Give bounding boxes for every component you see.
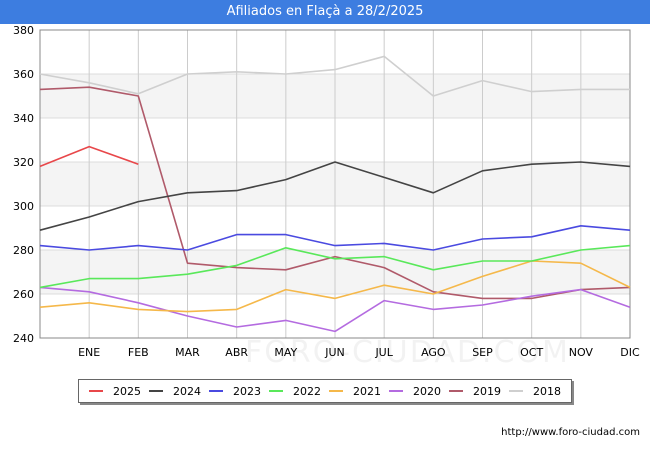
chart-title: Afiliados en Flaçà a 28/2/2025 xyxy=(0,0,650,24)
series-line-2020 xyxy=(39,286,631,333)
y-tick-label: 360 xyxy=(13,68,34,81)
x-tick-label: NOV xyxy=(569,346,594,359)
legend-swatch xyxy=(149,390,163,392)
legend-swatch xyxy=(329,390,343,392)
legend-item-2018: 2018 xyxy=(509,385,561,398)
legend-label: 2019 xyxy=(473,384,501,398)
series-line-2024 xyxy=(39,161,631,231)
y-tick-label: 300 xyxy=(13,200,34,213)
x-tick-label: DIC xyxy=(620,346,640,359)
x-tick-label: OCT xyxy=(520,346,543,359)
legend-label: 2020 xyxy=(413,384,441,398)
y-tick-label: 340 xyxy=(13,112,34,125)
series-line-2018 xyxy=(39,55,630,97)
legend-item-2021: 2021 xyxy=(329,385,381,398)
x-tick-label: JUN xyxy=(324,346,345,359)
legend-swatch xyxy=(449,390,463,392)
chart-legend: 2025 2024 2023 2022 2021 2020 2019 2018 xyxy=(78,379,572,403)
y-tick-label: 380 xyxy=(13,24,34,37)
source-url: http://www.foro-ciudad.com xyxy=(501,427,640,438)
y-tick-label: 320 xyxy=(13,156,34,169)
x-tick-label: MAR xyxy=(175,346,200,359)
legend-item-2023: 2023 xyxy=(209,385,261,398)
x-tick-label: MAY xyxy=(274,346,297,359)
legend-label: 2022 xyxy=(293,384,321,398)
x-tick-label: ABR xyxy=(225,346,248,359)
legend-item-2019: 2019 xyxy=(449,385,501,398)
legend-swatch xyxy=(269,390,283,392)
y-tick-label: 240 xyxy=(13,332,34,345)
series-line-2022 xyxy=(39,244,631,289)
legend-label: 2023 xyxy=(233,384,261,398)
legend-swatch xyxy=(89,390,103,392)
legend-label: 2021 xyxy=(353,384,381,398)
legend-label: 2018 xyxy=(533,384,561,398)
legend-item-2024: 2024 xyxy=(149,385,201,398)
x-tick-label: JUL xyxy=(374,346,393,359)
y-tick-label: 260 xyxy=(13,288,34,301)
x-tick-label: FEB xyxy=(128,346,149,359)
y-tick-label: 280 xyxy=(13,244,34,257)
legend-swatch xyxy=(209,390,223,392)
legend-label: 2024 xyxy=(173,384,201,398)
plot-border xyxy=(39,29,631,339)
legend-swatch xyxy=(389,390,403,392)
series-line-2025 xyxy=(39,145,139,168)
legend-item-2025: 2025 xyxy=(89,385,141,398)
legend-item-2022: 2022 xyxy=(269,385,321,398)
legend-swatch xyxy=(509,390,523,392)
x-tick-label: AGO xyxy=(421,346,446,359)
series-line-2019 xyxy=(39,86,631,300)
series-line-2023 xyxy=(39,225,631,251)
legend-item-2020: 2020 xyxy=(389,385,441,398)
legend-label: 2025 xyxy=(113,384,141,398)
watermark-text: FORO-CIUDAD.COM xyxy=(245,335,570,370)
x-tick-label: SEP xyxy=(472,346,493,359)
x-tick-label: ENE xyxy=(78,346,100,359)
